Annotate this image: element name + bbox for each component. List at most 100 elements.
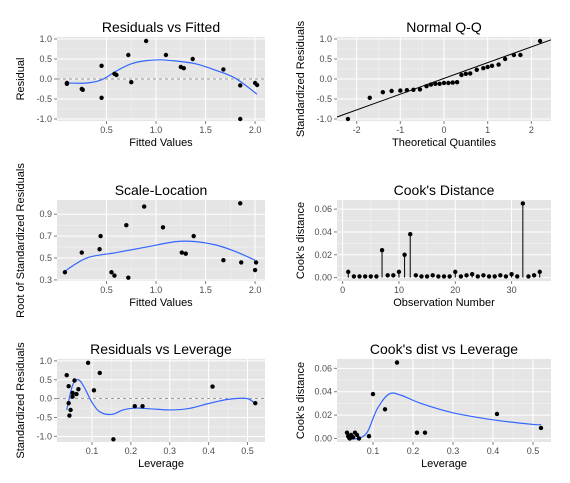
qq-reference-line (336, 39, 552, 118)
x-tick-label: 0.5 (527, 446, 540, 456)
data-point (112, 273, 117, 278)
data-point (62, 270, 68, 275)
y-tick-label: 0.0 (39, 394, 52, 404)
data-point (254, 82, 260, 88)
data-point (538, 425, 544, 431)
cooks-point (379, 247, 385, 253)
data-point (489, 63, 495, 68)
cooks-point (391, 273, 396, 278)
x-tick-label: -2 (353, 125, 361, 135)
smooth-curve (64, 240, 256, 272)
x-tick-label: 30 (507, 285, 517, 295)
y-tick-label: 0.0 (39, 74, 52, 84)
data-point (494, 411, 500, 417)
y-axis-label: Cook's distance (295, 362, 307, 439)
data-point (98, 233, 103, 239)
y-axis-label: Cook's distance (295, 202, 307, 279)
data-point (221, 67, 226, 72)
cooks-point (498, 273, 503, 278)
data-point (366, 433, 372, 439)
panel-6: 0.1 0.2 0.3 0.4 0.5 0.00 0.02 0.04 0.06 Cook's di… (295, 341, 551, 470)
data-point (111, 437, 116, 442)
data-point (160, 225, 166, 230)
x-tick-label: 1.0 (150, 125, 163, 135)
y-tick-label: 0.04 (314, 227, 332, 237)
y-tick-label: 0.06 (314, 363, 332, 373)
x-axis-label: Leverage (421, 458, 467, 470)
y-tick-label: 0.0 (319, 74, 332, 84)
data-point (382, 407, 388, 412)
cooks-point (515, 274, 520, 279)
y-tick-label: 0.5 (39, 375, 52, 385)
data-point (85, 360, 91, 365)
data-point (446, 80, 451, 86)
cooks-point (492, 274, 497, 279)
x-tick-label: 20 (450, 285, 460, 295)
data-point (124, 222, 129, 228)
cooks-point (374, 274, 379, 279)
cooks-point (408, 232, 413, 237)
data-point (143, 38, 149, 44)
data-point (163, 52, 169, 58)
data-point (191, 233, 196, 239)
cooks-point (503, 274, 509, 279)
data-point (511, 52, 517, 58)
y-tick-label: 0.00 (314, 273, 332, 283)
data-point (97, 370, 102, 376)
y-tick-label: 0.3 (39, 275, 52, 285)
plot-background (57, 359, 265, 442)
x-tick-label: 0.4 (487, 446, 500, 456)
data-point (459, 72, 464, 78)
data-point (141, 204, 147, 209)
x-tick-label: 10 (394, 285, 404, 295)
data-point (99, 95, 104, 101)
data-point (114, 72, 119, 78)
x-tick-label: 1.0 (150, 285, 163, 295)
y-tick-label: 0.5 (39, 54, 52, 64)
panel-title: Normal Q-Q (406, 19, 482, 35)
data-point (354, 432, 360, 438)
panel-title: Residuals vs Leverage (90, 341, 232, 357)
data-point (537, 38, 543, 44)
data-point (238, 116, 243, 122)
x-tick-label: 0.3 (163, 446, 176, 456)
cooks-point (424, 274, 430, 279)
x-tick-label: 1 (485, 125, 490, 135)
panel-3: 0.5 1.0 1.5 2.0 0.3 0.5 0.7 0.9 Scale-Location Fi… (15, 163, 265, 318)
data-point (126, 275, 131, 280)
data-point (64, 81, 70, 87)
data-point (350, 435, 356, 440)
data-point (253, 400, 258, 406)
data-point (68, 407, 73, 413)
data-point (502, 56, 508, 62)
cooks-point (520, 201, 526, 206)
x-axis-label: Theoretical Quantiles (392, 137, 496, 149)
x-tick-label: -1 (396, 125, 404, 135)
y-tick-label: -0.5 (36, 412, 52, 422)
panel-4: 0 10 20 30 0.00 0.02 0.04 0.06 Cook's Distance Ob… (295, 182, 551, 309)
data-point (99, 63, 104, 68)
data-point (367, 95, 372, 101)
cooks-point (537, 269, 542, 275)
data-point (394, 360, 400, 365)
data-point (356, 436, 362, 441)
cooks-point (464, 273, 469, 278)
y-tick-label: 0.02 (314, 410, 332, 420)
y-tick-label: 0.06 (314, 204, 332, 214)
data-point (428, 82, 434, 87)
cooks-point (486, 274, 492, 279)
data-point (344, 430, 350, 435)
data-point (496, 62, 501, 67)
y-axis-label: Residual (15, 58, 27, 101)
data-point (414, 430, 420, 435)
panel-5: 0.1 0.2 0.3 0.4 0.5 -1.0 -0.5 0.0 0.5 1.0 Residual… (15, 341, 265, 470)
data-point (454, 80, 460, 85)
data-point (238, 201, 243, 206)
data-point (70, 394, 75, 399)
y-tick-label: 1.0 (319, 34, 332, 44)
x-tick-label: 1.5 (199, 285, 212, 295)
data-point (129, 80, 134, 85)
x-tick-label: 0 (441, 125, 446, 135)
y-tick-label: 0.7 (39, 231, 52, 241)
